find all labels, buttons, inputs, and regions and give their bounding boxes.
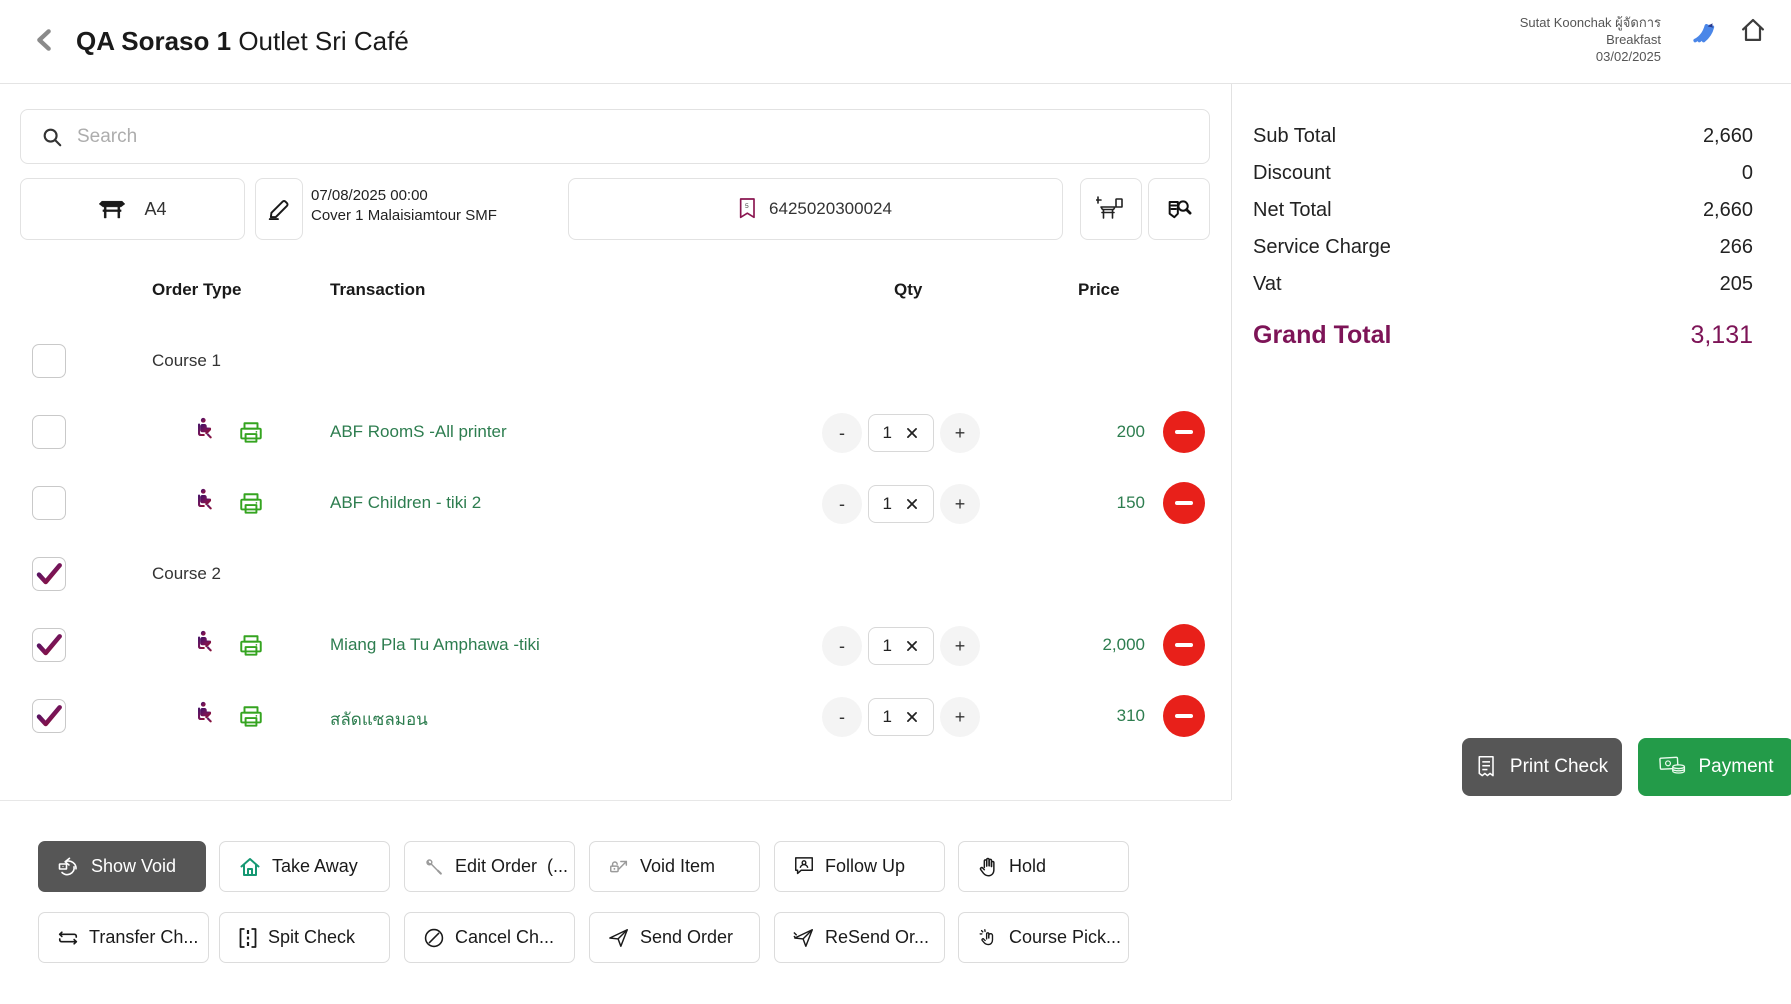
svg-text:5: 5 [745,203,749,210]
